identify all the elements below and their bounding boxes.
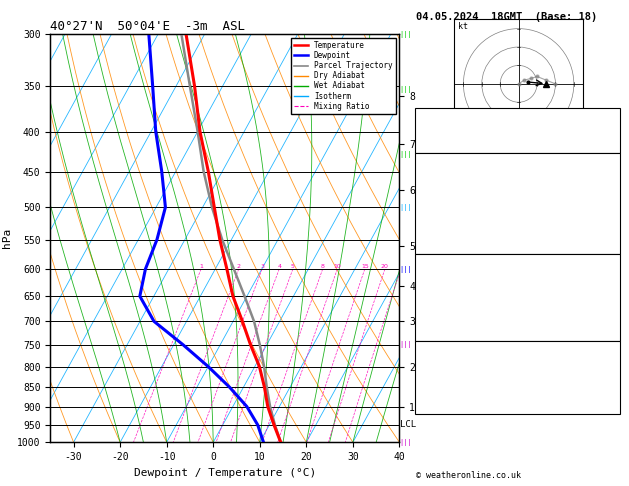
Text: LCL: LCL xyxy=(400,420,416,429)
Text: Temp (°C): Temp (°C) xyxy=(418,169,471,179)
Text: SREH: SREH xyxy=(418,371,442,381)
Text: 3: 3 xyxy=(260,264,264,269)
Text: 2: 2 xyxy=(237,264,241,269)
Text: |||: ||| xyxy=(399,204,412,211)
Text: Dewp (°C): Dewp (°C) xyxy=(418,183,471,193)
Text: 15: 15 xyxy=(361,264,369,269)
Text: 4: 4 xyxy=(277,264,281,269)
Text: StmSpd (kt): StmSpd (kt) xyxy=(418,399,483,408)
Text: 0: 0 xyxy=(611,325,616,335)
Text: CIN (J): CIN (J) xyxy=(418,325,459,335)
Text: Lifted Index: Lifted Index xyxy=(418,297,489,308)
Text: 8: 8 xyxy=(611,210,616,221)
Text: PW (cm): PW (cm) xyxy=(418,137,459,147)
Text: CAPE (J): CAPE (J) xyxy=(418,224,465,234)
Text: Pressure (mb): Pressure (mb) xyxy=(418,270,494,280)
Text: 0: 0 xyxy=(611,312,616,321)
Text: 19: 19 xyxy=(604,109,616,120)
Text: Mixing Ratio (g/kg): Mixing Ratio (g/kg) xyxy=(445,187,454,289)
Text: EH: EH xyxy=(418,357,430,367)
Text: © weatheronline.co.uk: © weatheronline.co.uk xyxy=(416,471,521,480)
Text: 0: 0 xyxy=(611,238,616,248)
Text: |||: ||| xyxy=(399,265,412,273)
Legend: Temperature, Dewpoint, Parcel Trajectory, Dry Adiabat, Wet Adiabat, Isotherm, Mi: Temperature, Dewpoint, Parcel Trajectory… xyxy=(291,38,396,114)
Text: |||: ||| xyxy=(399,439,412,446)
Text: Hodograph: Hodograph xyxy=(491,343,544,353)
Text: 04.05.2024  18GMT  (Base: 18): 04.05.2024 18GMT (Base: 18) xyxy=(416,12,598,22)
Text: CIN (J): CIN (J) xyxy=(418,238,459,248)
Text: 40°27'N  50°04'E  -3m  ASL: 40°27'N 50°04'E -3m ASL xyxy=(50,20,245,33)
Text: |||: ||| xyxy=(399,86,412,93)
Text: 14.5: 14.5 xyxy=(593,169,616,179)
Text: θε(K): θε(K) xyxy=(418,196,448,207)
Text: |||: ||| xyxy=(399,152,412,158)
Text: Lifted Index: Lifted Index xyxy=(418,210,489,221)
Text: -115: -115 xyxy=(593,357,616,367)
Text: 8: 8 xyxy=(321,264,325,269)
Text: 37: 37 xyxy=(604,123,616,134)
Text: StmDir: StmDir xyxy=(418,384,454,395)
Y-axis label: km
ASL: km ASL xyxy=(426,227,443,249)
Text: 2.35: 2.35 xyxy=(593,137,616,147)
Text: 309: 309 xyxy=(599,196,616,207)
Text: K: K xyxy=(418,109,424,120)
Text: 1: 1 xyxy=(199,264,203,269)
Text: Totals Totals: Totals Totals xyxy=(418,123,494,134)
Text: 297°: 297° xyxy=(593,384,616,395)
Text: |||: ||| xyxy=(399,31,412,37)
Text: 750: 750 xyxy=(599,270,616,280)
Text: 313: 313 xyxy=(599,284,616,294)
Text: θε (K): θε (K) xyxy=(418,284,454,294)
Text: Most Unstable: Most Unstable xyxy=(479,256,555,266)
Text: 16: 16 xyxy=(604,224,616,234)
Text: |||: ||| xyxy=(399,341,412,348)
X-axis label: Dewpoint / Temperature (°C): Dewpoint / Temperature (°C) xyxy=(134,468,316,478)
Text: 5: 5 xyxy=(291,264,295,269)
Text: 52: 52 xyxy=(604,371,616,381)
Text: 25: 25 xyxy=(604,399,616,408)
Text: kt: kt xyxy=(458,22,468,31)
Text: 10: 10 xyxy=(333,264,341,269)
Text: CAPE (J): CAPE (J) xyxy=(418,312,465,321)
Text: 10.8: 10.8 xyxy=(593,183,616,193)
Text: Surface: Surface xyxy=(497,155,538,165)
Y-axis label: hPa: hPa xyxy=(1,228,11,248)
Text: 20: 20 xyxy=(381,264,389,269)
Text: 6: 6 xyxy=(611,297,616,308)
